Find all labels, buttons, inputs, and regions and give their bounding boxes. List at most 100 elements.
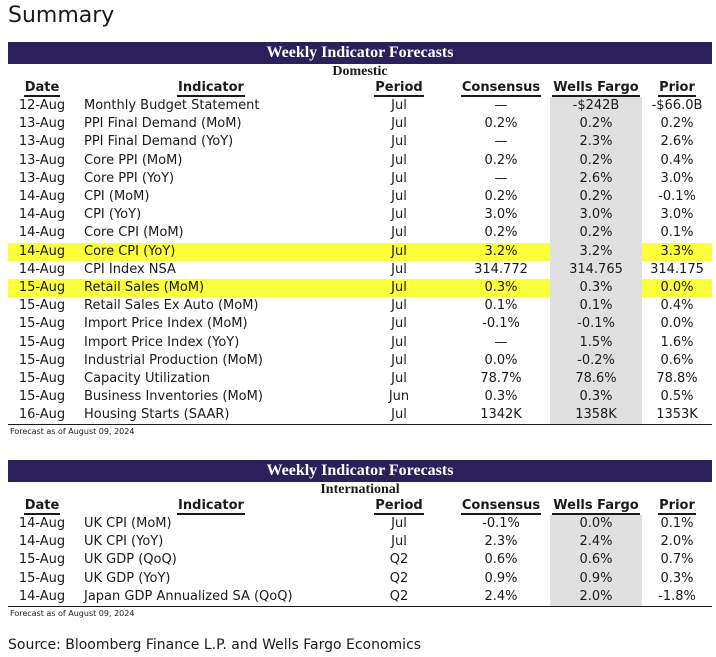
cell-prior: 0.1% xyxy=(660,225,694,241)
table-row: 13-Aug PPI Final Demand (MoM) Jul 0.2% 0.2% 0… xyxy=(8,115,712,134)
cell-period: Jul xyxy=(391,516,407,532)
cell-prior: 0.4% xyxy=(660,298,694,314)
table-row: 14-Aug CPI (YoY) Jul 3.0% 3.0% 3.0% xyxy=(8,206,712,225)
cell-wells-fargo: 0.0% xyxy=(550,515,642,534)
cell-indicator: Capacity Utilization xyxy=(84,370,211,386)
cell-wells-fargo: 0.2% xyxy=(550,224,642,243)
cell-consensus: — xyxy=(494,334,508,350)
cell-indicator: UK CPI (MoM) xyxy=(84,516,172,532)
cell-wells-fargo: -0.1% xyxy=(550,315,642,334)
cell-period: Jul xyxy=(391,352,407,368)
cell-period: Jul xyxy=(391,134,407,150)
table-row: 14-Aug Japan GDP Annualized SA (QoQ) Q2 2.4… xyxy=(8,587,712,607)
cell-consensus: 2.4% xyxy=(452,587,550,607)
cell-period: Jul xyxy=(391,334,407,350)
cell-prior: 0.2% xyxy=(660,116,694,132)
cell-consensus: 0.3% xyxy=(452,278,550,298)
cell-prior: -0.1% xyxy=(658,189,696,205)
cell-indicator: CPI (YoY) xyxy=(84,207,142,223)
cell-date: 15-Aug xyxy=(8,278,76,298)
cell-prior: -1.8% xyxy=(642,587,712,607)
cell-indicator: Housing Starts (SAAR) xyxy=(76,406,346,426)
cell-wells-fargo: 1.5% xyxy=(550,333,642,352)
domestic-section: Weekly Indicator Forecasts Domestic Date… xyxy=(8,42,712,439)
cell-consensus: 0.6% xyxy=(484,552,518,568)
cell-indicator: Core PPI (MoM) xyxy=(84,152,183,168)
table-row: 15-Aug Industrial Production (MoM) Jul 0.0%… xyxy=(8,351,712,370)
header-date: Date xyxy=(23,498,61,515)
cell-date: 14-Aug xyxy=(8,587,76,607)
domestic-footnote: Forecast as of August 09, 2024 xyxy=(10,427,135,437)
international-table-body: 14-Aug UK CPI (MoM) Jul -0.1% 0.0% 0.1% 14-Aug… xyxy=(8,515,712,607)
cell-period: Jul xyxy=(391,170,407,186)
cell-date: 12-Aug xyxy=(18,98,66,114)
cell-prior: 0.1% xyxy=(660,516,694,532)
cell-date: 13-Aug xyxy=(18,134,66,150)
cell-date: 15-Aug xyxy=(18,552,66,568)
table-row: 14-Aug CPI (MoM) Jul 0.2% 0.2% -0.1% xyxy=(8,187,712,207)
cell-indicator: Business Inventories (MoM) xyxy=(84,389,263,405)
cell-wells-fargo: 0.2% xyxy=(550,151,642,170)
international-header-row: Date Indicator Period Consensus Wells Fa… xyxy=(8,497,712,515)
international-section: Weekly Indicator Forecasts International… xyxy=(8,460,712,621)
cell-date: 13-Aug xyxy=(18,170,66,186)
cell-consensus: — xyxy=(494,98,508,114)
cell-indicator: Japan GDP Annualized SA (QoQ) xyxy=(76,587,346,607)
cell-wells-fargo: 78.6% xyxy=(550,369,642,388)
table-row: 13-Aug Core PPI (YoY) Jul — 2.6% 3.0% xyxy=(8,169,712,188)
table-row: 14-Aug CPI Index NSA Jul 314.772 314.765 314.… xyxy=(8,260,712,279)
cell-consensus: 78.7% xyxy=(480,370,522,386)
cell-period: Jul xyxy=(391,152,407,168)
table-row: 15-Aug Import Price Index (MoM) Jul -0.1% -0… xyxy=(8,315,712,334)
header-date: Date xyxy=(23,80,61,97)
cell-consensus: 0.9% xyxy=(484,570,518,586)
cell-prior: 0.0% xyxy=(642,278,712,298)
cell-date: 14-Aug xyxy=(18,225,66,241)
cell-indicator: Core PPI (YoY) xyxy=(84,170,175,186)
cell-consensus: — xyxy=(494,170,508,186)
cell-consensus: 0.2% xyxy=(484,116,518,132)
table-row: 15-Aug Retail Sales Ex Auto (MoM) Jul 0.1% 0… xyxy=(8,297,712,316)
table-row: 13-Aug PPI Final Demand (YoY) Jul — 2.3% 2.6% xyxy=(8,133,712,152)
header-consensus: Consensus xyxy=(460,80,542,97)
cell-consensus: 0.2% xyxy=(484,152,518,168)
table-row: 12-Aug Monthly Budget Statement Jul — -$242B… xyxy=(8,97,712,116)
cell-consensus: 0.1% xyxy=(484,298,518,314)
cell-indicator: Retail Sales Ex Auto (MoM) xyxy=(84,298,259,314)
domestic-subtitle: Domestic xyxy=(332,64,388,79)
cell-indicator: Core CPI (MoM) xyxy=(84,225,184,241)
cell-indicator: UK GDP (YoY) xyxy=(84,570,171,586)
cell-date: 13-Aug xyxy=(18,116,66,132)
table-row: 14-Aug UK CPI (MoM) Jul -0.1% 0.0% 0.1% xyxy=(8,515,712,534)
cell-prior: 3.3% xyxy=(642,242,712,261)
international-banner: Weekly Indicator Forecasts xyxy=(8,460,712,482)
header-prior: Prior xyxy=(658,498,696,515)
cell-date: 14-Aug xyxy=(18,516,66,532)
domestic-header-row: Date Indicator Period Consensus Wells Fa… xyxy=(8,79,712,97)
cell-date: 15-Aug xyxy=(18,370,66,386)
cell-consensus: 2.3% xyxy=(484,534,518,550)
table-row: 15-Aug Retail Sales (MoM) Jul 0.3% 0.3% 0.0% xyxy=(8,278,712,298)
header-wells-fargo: Wells Fargo xyxy=(552,80,640,97)
cell-consensus: — xyxy=(494,134,508,150)
header-wells-fargo: Wells Fargo xyxy=(552,498,640,515)
header-prior: Prior xyxy=(658,80,696,97)
domestic-banner: Weekly Indicator Forecasts xyxy=(8,42,712,64)
table-row: 14-Aug Core CPI (MoM) Jul 0.2% 0.2% 0.1% xyxy=(8,224,712,243)
header-period: Period xyxy=(374,498,424,515)
cell-date: 15-Aug xyxy=(18,334,66,350)
cell-period: Jul xyxy=(346,406,452,426)
cell-prior: 78.8% xyxy=(656,370,698,386)
cell-prior: 1353K xyxy=(642,406,712,426)
cell-indicator: Retail Sales (MoM) xyxy=(76,278,346,298)
table-row: 16-Aug Housing Starts (SAAR) Jul 1342K 1358K… xyxy=(8,406,712,426)
cell-consensus: 0.2% xyxy=(484,225,518,241)
cell-period: Jul xyxy=(391,207,407,223)
cell-indicator: Import Price Index (YoY) xyxy=(84,334,240,350)
cell-wells-fargo: 0.1% xyxy=(550,297,642,316)
cell-date: 15-Aug xyxy=(18,298,66,314)
cell-prior: 0.4% xyxy=(660,152,694,168)
cell-consensus: 3.2% xyxy=(452,242,550,261)
header-indicator: Indicator xyxy=(177,498,245,515)
cell-period: Jul xyxy=(391,370,407,386)
